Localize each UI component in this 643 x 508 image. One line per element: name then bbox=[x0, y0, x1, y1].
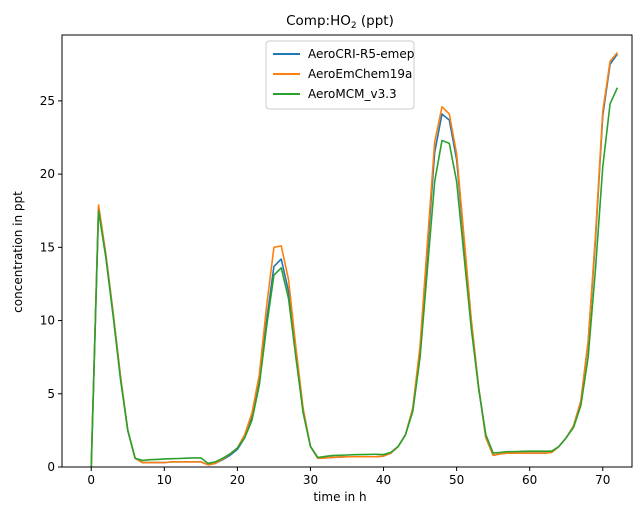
series-line-2 bbox=[90, 52, 618, 467]
axes-layer: 0 10 20 30 40 50 60 70 0 5 10 15 20 25 bbox=[40, 34, 633, 487]
x-tick-label: 40 bbox=[376, 473, 391, 487]
x-tick-label: 20 bbox=[230, 473, 245, 487]
chart-title: Comp:HO2 (ppt) bbox=[286, 13, 394, 31]
x-tick-label: 0 bbox=[87, 473, 95, 487]
y-tick-label: 10 bbox=[40, 314, 55, 328]
chart-title-subscript: 2 bbox=[351, 21, 357, 31]
x-tick-label: 30 bbox=[303, 473, 318, 487]
x-tick-label: 60 bbox=[522, 473, 537, 487]
legend: AeroCRI-R5-emep AeroEmChem19a AeroMCM_v3.3 bbox=[265, 40, 415, 110]
x-tick-label: 70 bbox=[595, 473, 610, 487]
legend-label-1: AeroCRI-R5-emep bbox=[308, 47, 414, 61]
chart-title-unit: (ppt) bbox=[357, 13, 394, 29]
y-tick-label: 25 bbox=[40, 94, 55, 108]
y-tick-label: 15 bbox=[40, 240, 55, 254]
legend-box bbox=[265, 40, 415, 110]
chart-title-main: Comp:HO bbox=[286, 13, 351, 29]
axes-frame bbox=[61, 34, 633, 468]
y-tick-label: 20 bbox=[40, 167, 55, 181]
legend-label-2: AeroEmChem19a bbox=[308, 67, 412, 81]
series-layer bbox=[90, 52, 619, 467]
y-tick-label: 0 bbox=[47, 460, 55, 474]
y-axis-label: concentration in ppt bbox=[11, 191, 25, 313]
legend-label-3: AeroMCM_v3.3 bbox=[308, 87, 397, 101]
x-tick-label: 10 bbox=[157, 473, 172, 487]
y-tick-label: 5 bbox=[47, 387, 55, 401]
x-axis-label: time in h bbox=[313, 490, 366, 504]
series-line-3 bbox=[90, 87, 619, 467]
x-tick-label: 50 bbox=[449, 473, 464, 487]
